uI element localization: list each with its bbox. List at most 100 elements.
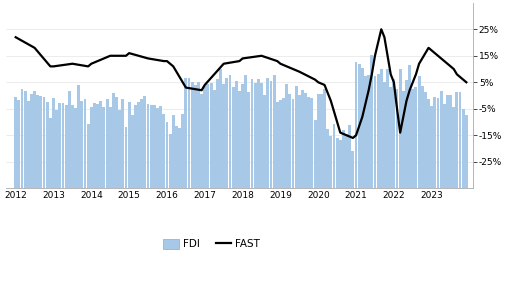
Bar [427,99,430,188]
Bar [424,92,427,188]
Bar [304,93,307,188]
Legend: FDI, FAST: FDI, FAST [159,235,265,254]
Bar [99,102,102,188]
Bar [270,81,272,188]
Bar [17,100,20,188]
Bar [288,94,291,188]
Bar [285,84,288,188]
Bar [348,125,351,188]
Bar [235,81,238,188]
Bar [184,78,187,188]
Bar [80,101,83,188]
Bar [358,64,361,188]
Bar [137,103,140,188]
Bar [172,115,175,188]
Bar [55,110,58,188]
Bar [103,107,106,188]
Bar [298,95,301,188]
Bar [377,74,380,188]
Bar [118,110,121,188]
Bar [436,98,439,188]
Bar [121,99,124,188]
Bar [52,98,55,188]
Bar [345,134,348,188]
Bar [456,92,459,188]
Bar [33,91,36,188]
Bar [222,84,225,188]
Bar [238,91,241,188]
Bar [156,108,159,188]
Bar [77,85,80,188]
Bar [90,107,93,188]
Bar [210,83,213,188]
Bar [62,103,65,188]
Bar [367,75,370,188]
Bar [143,96,146,188]
Bar [440,91,442,188]
Bar [418,76,421,188]
Bar [241,84,244,188]
Bar [96,104,99,188]
Bar [314,120,317,188]
Bar [329,136,332,188]
Bar [27,101,30,188]
Bar [383,82,386,188]
Bar [415,87,417,188]
Bar [311,98,314,188]
Bar [24,91,27,188]
Bar [191,82,193,188]
Bar [295,86,297,188]
Bar [200,94,203,188]
Bar [291,99,294,188]
Bar [250,79,254,188]
Bar [247,92,250,188]
Bar [125,127,127,188]
Bar [178,128,181,188]
Bar [153,106,156,188]
Bar [128,103,131,188]
Bar [308,97,310,188]
Bar [374,76,376,188]
Bar [59,103,61,188]
Bar [361,68,364,188]
Bar [213,90,216,188]
Bar [462,109,465,188]
Bar [351,151,355,188]
Bar [355,62,358,188]
Bar [386,69,389,188]
Bar [392,79,395,188]
Bar [449,95,452,188]
Bar [163,114,165,188]
Bar [109,107,112,188]
Bar [134,105,137,188]
Bar [320,94,323,188]
Bar [408,65,411,188]
Bar [181,114,184,188]
Bar [232,87,235,188]
Bar [159,106,162,188]
Bar [204,86,206,188]
Bar [465,115,468,188]
Bar [207,84,210,188]
Bar [323,89,326,188]
Bar [68,91,71,188]
Bar [175,126,178,188]
Bar [219,69,222,188]
Bar [421,86,424,188]
Bar [339,140,342,188]
Bar [443,104,446,188]
Bar [364,76,367,188]
Bar [279,100,282,188]
Bar [150,105,153,188]
Bar [112,93,115,188]
Bar [84,99,86,188]
Bar [326,129,329,188]
Bar [266,78,269,188]
Bar [405,80,408,188]
Bar [399,69,401,188]
Bar [263,95,266,188]
Bar [446,95,449,188]
Bar [336,138,338,188]
Bar [244,75,247,188]
Bar [402,91,405,188]
